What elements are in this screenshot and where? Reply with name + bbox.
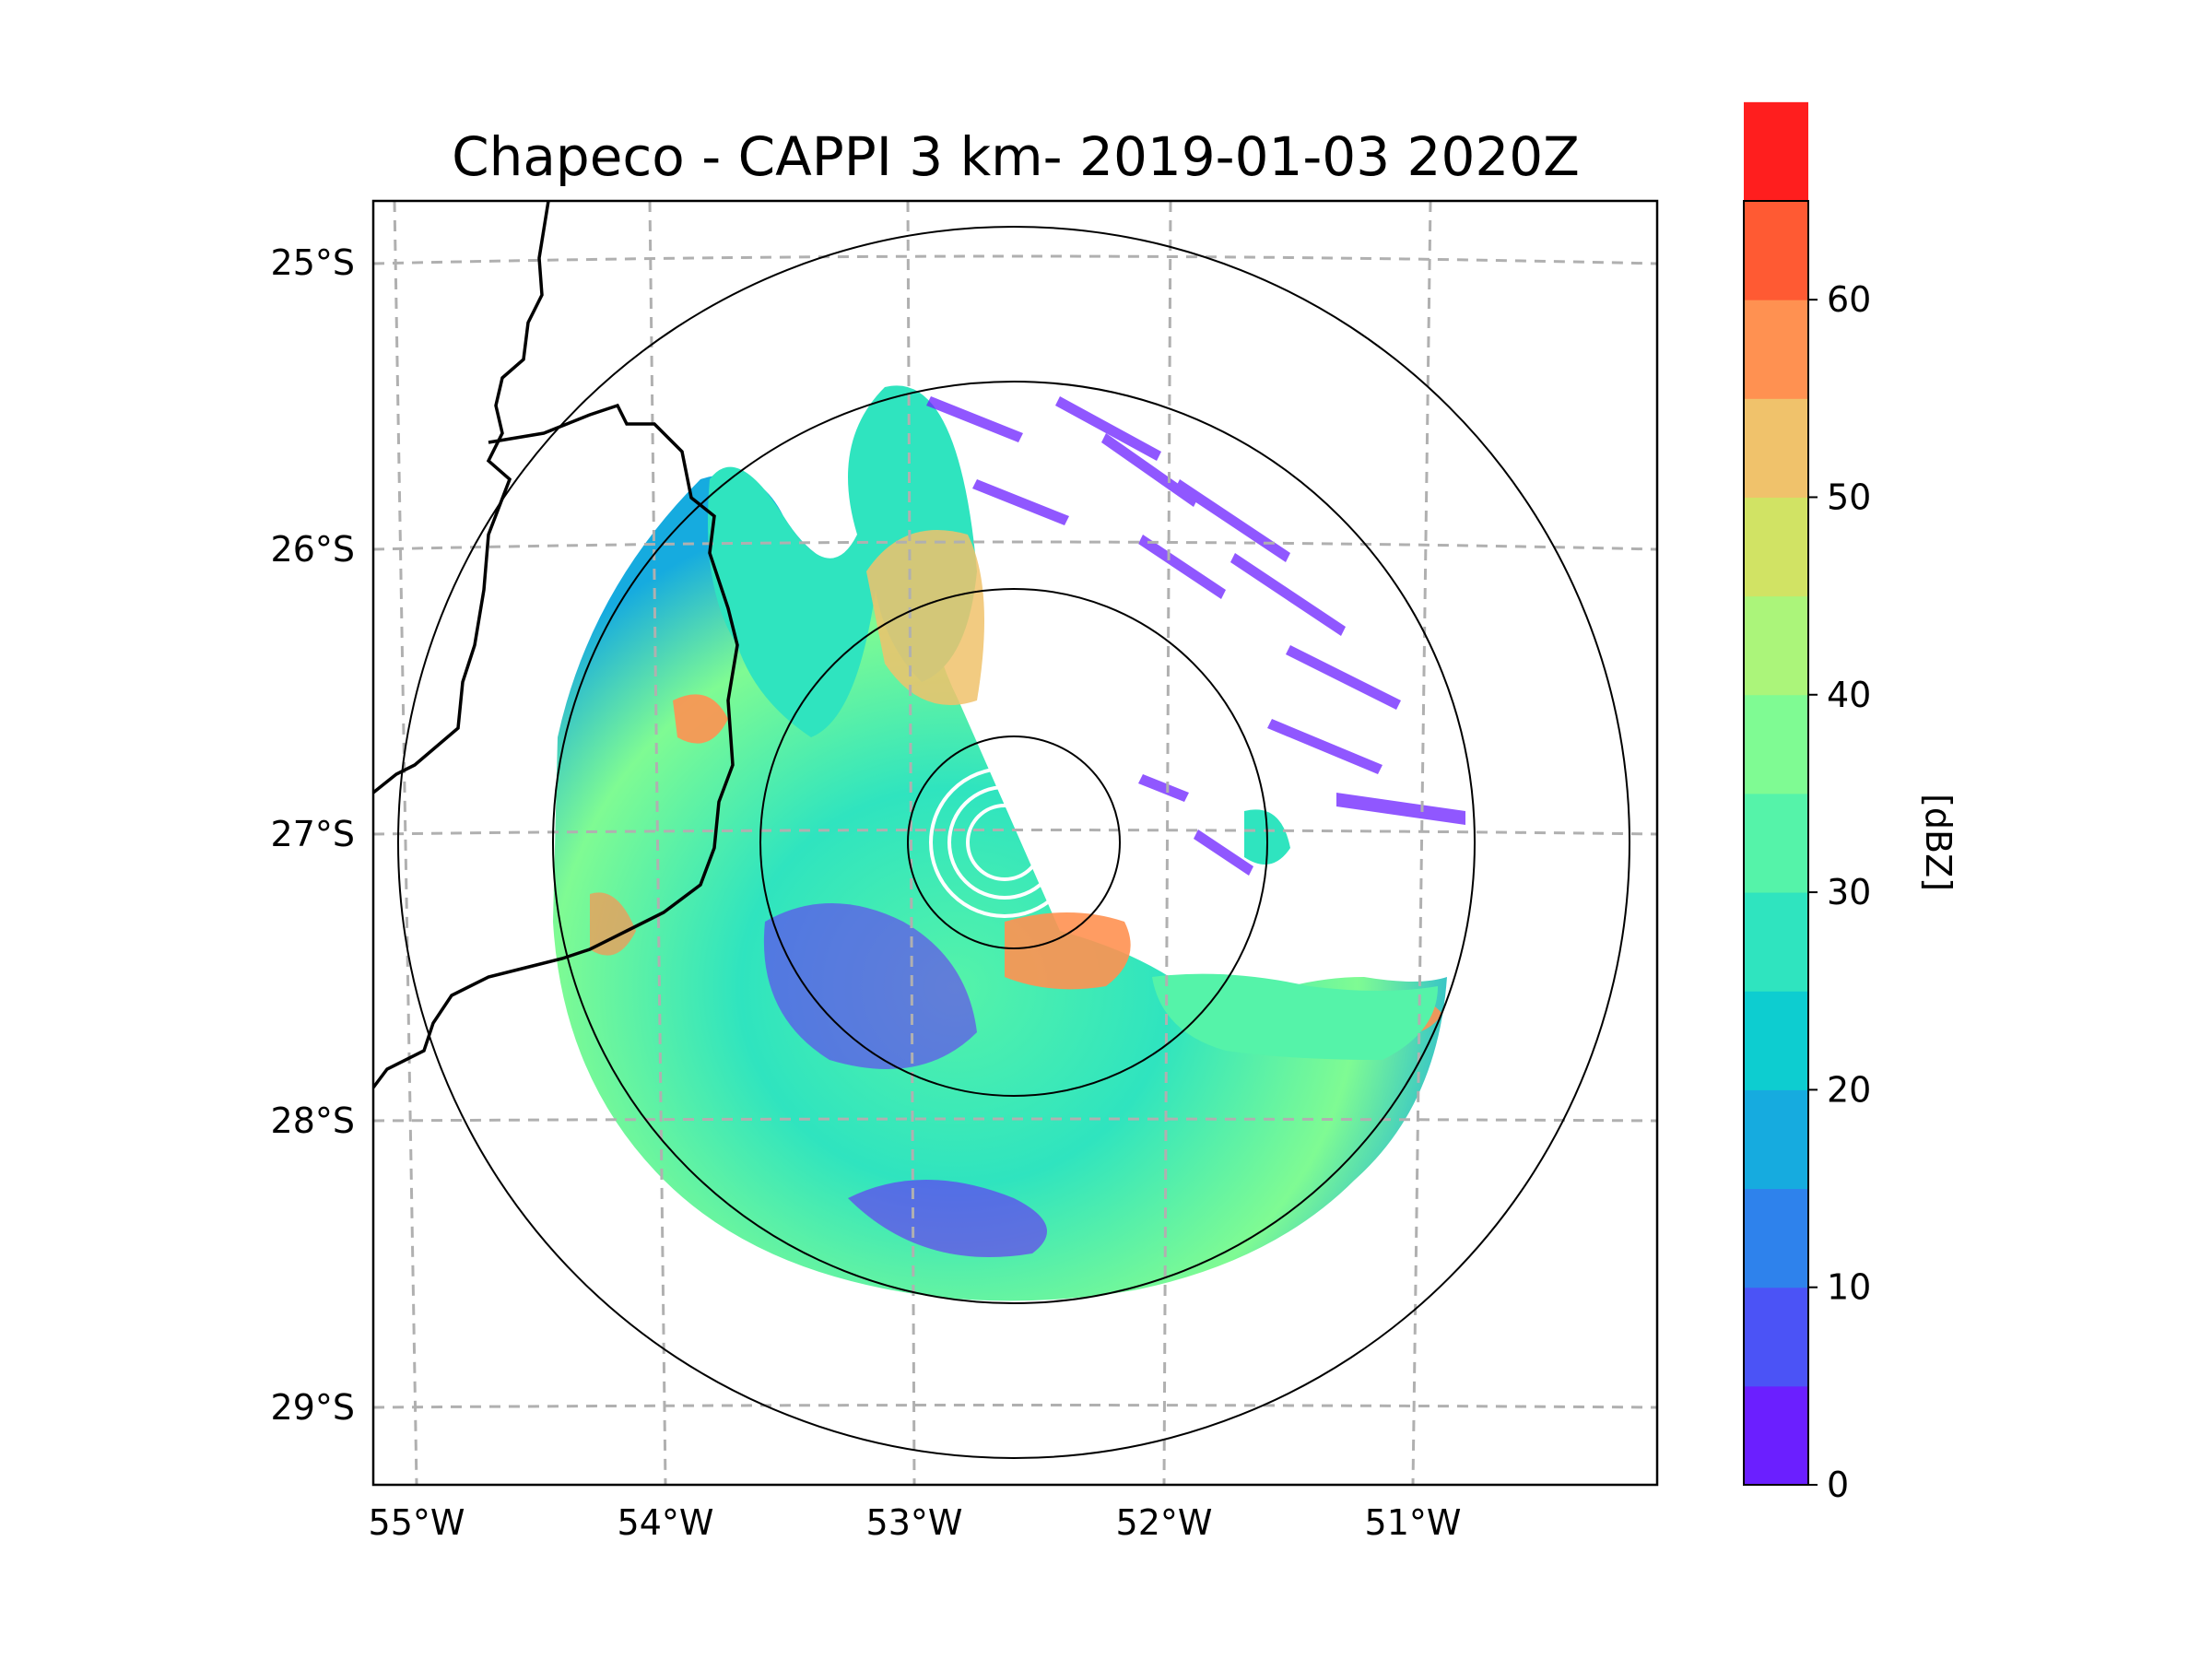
lat-axis-labels: 25°S 26°S 27°S 28°S 29°S [271,242,355,1428]
colorbar-segment [1744,694,1808,794]
map-title: Chapeco - CAPPI 3 km- 2019-01-03 2020Z [452,125,1580,188]
lat-label-25s: 25°S [271,242,355,283]
ground-clutter [929,767,1080,918]
map-area [373,201,1657,1485]
colorbar-label: [dBZ] [1918,794,1959,891]
colorbar-tick-label: 10 [1827,1267,1871,1308]
colorbar-segment [1744,1089,1808,1190]
colorbar: 0 10 20 30 40 50 60 [dBZ] [1743,101,1959,1505]
colorbar-tick-label: 30 [1827,872,1871,912]
lat-label-27s: 27°S [271,814,355,854]
lat-label-28s: 28°S [271,1100,355,1141]
colorbar-segment [1744,892,1808,992]
country-border [373,201,550,794]
colorbar-segment [1744,595,1808,696]
colorbar-segment [1744,300,1808,399]
lon-label-52w: 52°W [1116,1502,1213,1543]
state-border [373,403,739,1089]
lon-label-55w: 55°W [369,1502,465,1543]
colorbar-segment [1744,793,1808,893]
political-borders [373,201,739,1089]
colorbar-segment [1744,398,1808,498]
colorbar-tick-label: 60 [1827,279,1871,320]
colorbar-tick-label: 0 [1827,1465,1849,1505]
colorbar-frame [1743,200,1809,1486]
colorbar-tick-label: 20 [1827,1069,1871,1110]
range-rings [397,226,1630,1459]
colorbar-segment [1744,101,1808,202]
colorbar-segment [1744,497,1808,597]
weak-echoes-northeast [926,396,1465,876]
lon-gridlines [393,201,1432,1485]
lon-label-54w: 54°W [618,1502,714,1543]
colorbar-segment [1744,1385,1808,1486]
lon-label-53w: 53°W [866,1502,963,1543]
colorbar-segments [1744,101,1808,1486]
map-frame [371,199,1659,1487]
colorbar-segment [1744,1188,1808,1288]
colorbar-tick-label: 40 [1827,675,1871,715]
lat-gridlines [373,254,1657,1409]
lon-axis-labels: 55°W 54°W 53°W 52°W 51°W [369,1502,1462,1543]
colorbar-segment [1744,991,1808,1090]
colorbar-segment [1744,1287,1808,1387]
colorbar-ticks: 0 10 20 30 40 50 60 [1808,279,1871,1505]
lon-label-51w: 51°W [1365,1502,1462,1543]
lat-label-29s: 29°S [271,1387,355,1428]
reflectivity-field [553,385,1465,1301]
colorbar-tick-label: 50 [1827,477,1871,517]
lat-label-26s: 26°S [271,529,355,570]
colorbar-segment [1744,201,1808,300]
